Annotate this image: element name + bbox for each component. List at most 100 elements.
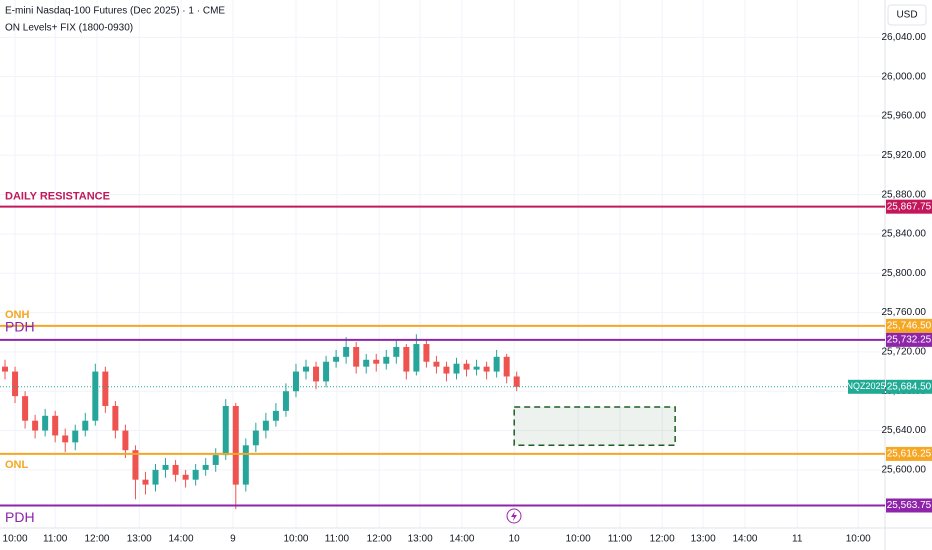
level-tag-text: 25,616.25: [887, 449, 932, 460]
level-tag: [886, 318, 932, 333]
x-tick-label: 10:00: [566, 534, 591, 545]
level-label: ONL: [5, 459, 29, 471]
y-tick-label: 25,880.00: [882, 189, 927, 200]
candle-body: [242, 445, 249, 485]
candle-body: [423, 344, 430, 362]
x-tick-label: 11: [792, 534, 803, 545]
x-tick-label: 13:00: [691, 534, 716, 545]
currency-button[interactable]: [887, 4, 927, 26]
candle-body: [182, 474, 189, 480]
candle-body: [433, 361, 440, 367]
y-tick-label: 25,720.00: [882, 347, 927, 358]
candle-body: [122, 430, 129, 451]
candle-body: [262, 420, 269, 431]
level-tag: [886, 332, 932, 347]
candle-body: [353, 346, 360, 367]
candle-body: [172, 464, 179, 475]
candle-body: [222, 405, 229, 456]
candle-body: [82, 420, 89, 431]
currency[interactable]: USD: [896, 10, 917, 21]
candle-body: [303, 366, 310, 372]
level-tag-text: 25,732.25: [887, 335, 932, 346]
level-label: PDH: [5, 509, 35, 525]
candle-body: [252, 430, 259, 446]
y-tick-label: 26,040.00: [882, 32, 927, 43]
candle-body: [363, 359, 370, 367]
x-tick-label: 10:00: [846, 534, 871, 545]
symbol-title: E-mini Nasdaq-100 Futures (Dec 2025) · 1…: [5, 6, 225, 17]
candle-body: [52, 415, 59, 436]
candle-body: [22, 396, 29, 421]
x-tick-label: 10:00: [283, 534, 308, 545]
x-tick-label: 14:00: [168, 534, 193, 545]
candle-body: [282, 391, 289, 411]
y-tick-label: 25,640.00: [882, 425, 927, 436]
candle-body: [493, 356, 500, 372]
candle-body: [92, 371, 99, 421]
candle-body: [383, 356, 390, 364]
candle-body: [192, 469, 199, 480]
candle-body: [202, 464, 209, 470]
x-tick-label: 12:00: [367, 534, 392, 545]
y-tick-label: 25,840.00: [882, 229, 927, 240]
candle-body: [292, 371, 299, 392]
level-tag: [886, 446, 932, 461]
candle-body: [333, 356, 340, 362]
y-tick-label: 25,800.00: [882, 268, 927, 279]
candle-body: [513, 376, 520, 387]
x-tick-label: 13:00: [408, 534, 433, 545]
candle-body: [142, 479, 149, 485]
symbol-tag: [848, 379, 885, 394]
candle-body: [2, 366, 9, 372]
candle-body: [232, 405, 239, 485]
candle-body: [152, 469, 159, 485]
candle-body: [323, 361, 330, 382]
candle-body: [483, 366, 490, 372]
level-tag-text: 25,746.50: [887, 321, 932, 332]
candle-body: [112, 405, 119, 431]
candle-body: [272, 410, 279, 421]
x-tick-label: 11:00: [325, 534, 350, 545]
price-tag-text: 25,684.50: [887, 381, 932, 392]
x-tick-label: 9: [230, 534, 236, 545]
candle-body: [32, 420, 39, 431]
indicator-title: ON Levels+ FIX (1800-0930): [5, 23, 133, 34]
x-tick-label: 12:00: [84, 534, 109, 545]
y-tick-label: 25,960.00: [882, 111, 927, 122]
level-tag: [886, 498, 932, 513]
candle-body: [403, 346, 410, 372]
candle-body: [132, 450, 139, 480]
candle-body: [313, 366, 320, 382]
level-label: PDH: [5, 319, 35, 335]
x-tick-label: 14:00: [732, 534, 757, 545]
candle-body: [102, 371, 109, 406]
candle-body: [162, 464, 169, 470]
level-tag-text: 25,867.75: [887, 201, 932, 212]
candle-body: [463, 363, 470, 370]
candle-body: [62, 435, 69, 443]
candle-body: [453, 363, 460, 374]
y-tick-label: 25,760.00: [882, 307, 927, 318]
zone-box: [513, 406, 676, 447]
x-tick-label: 10: [509, 534, 521, 545]
candle-body: [12, 371, 19, 397]
level-tag: [886, 199, 932, 214]
x-tick-label: 13:00: [127, 534, 152, 545]
candle-body: [343, 346, 350, 357]
y-tick-label: 25,600.00: [882, 465, 927, 476]
event-icon-bolt: [511, 511, 517, 521]
x-tick-label: 12:00: [650, 534, 675, 545]
level-label: ONH: [5, 309, 30, 321]
x-tick-label: 14:00: [449, 534, 474, 545]
symbol-tag-text: NQZ2025: [846, 381, 885, 391]
y-tick-label: 26,000.00: [882, 71, 927, 82]
level-label: DAILY RESISTANCE: [5, 191, 110, 203]
candle-body: [503, 356, 510, 377]
price-tag: [886, 379, 932, 394]
y-tick-label: 25,920.00: [882, 150, 927, 161]
candle-body: [72, 430, 79, 443]
x-tick-label: 10:00: [3, 534, 28, 545]
candle-body: [42, 415, 49, 431]
level-tag-text: 25,563.75: [887, 500, 932, 511]
